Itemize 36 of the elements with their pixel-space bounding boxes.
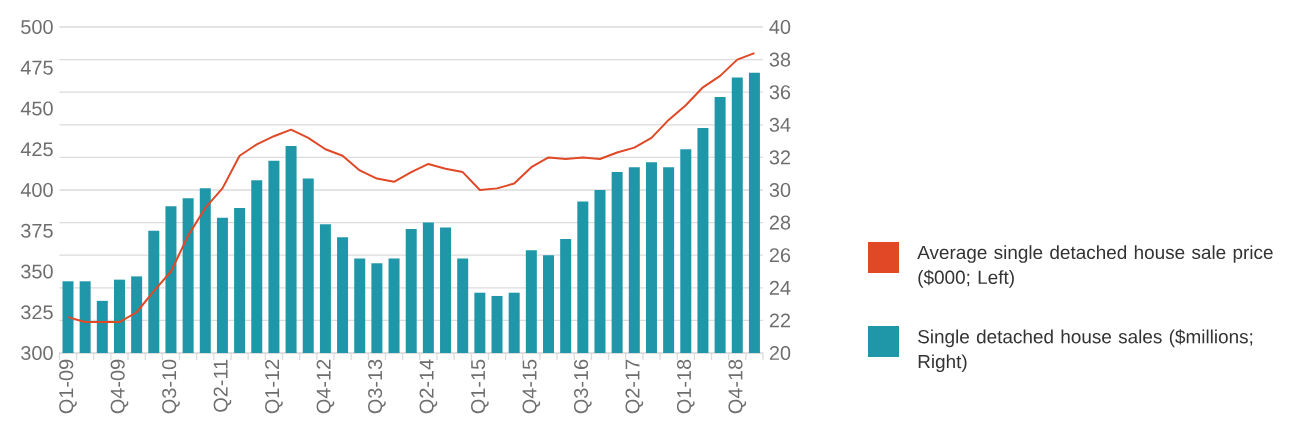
y-tick-label: 350: [21, 264, 53, 279]
y2-tick-label: 26: [769, 248, 791, 263]
y-tick-label: 300: [21, 345, 53, 361]
y2-tick-label: 20: [769, 345, 791, 361]
y-tick-label: 450: [20, 101, 53, 116]
y2-tick-label: 38: [769, 52, 791, 67]
y-tick-label: 425: [20, 142, 53, 157]
x-tick-label: Q1-12: [265, 359, 283, 414]
x-tick-label: Q4-09: [110, 359, 129, 414]
x-tick-label: Q3-10: [162, 359, 180, 414]
y2-tick-label: 22: [769, 313, 791, 328]
y2-tick-label: 34: [769, 117, 791, 132]
y2-tick-label: 36: [769, 85, 791, 100]
y2-tick-label: 40: [769, 19, 791, 35]
x-tick-label: Q3-16: [573, 359, 592, 414]
y2-tick-label: 24: [769, 280, 791, 295]
legend-label: Average single detached house sale price ($000; Left): [917, 245, 1273, 288]
y-tick-label: 475: [20, 60, 53, 75]
x-tick-label: Q3-13: [368, 359, 386, 414]
y2-tick-label: 28: [769, 215, 791, 230]
x-tick-label: Q2-17: [625, 359, 644, 414]
x-tick-label: Q1-09: [59, 359, 77, 414]
x-tick-label: Q1-15: [471, 359, 489, 414]
y2-tick-label: 30: [769, 182, 791, 198]
x-tick-label: Q2-11: [213, 359, 232, 412]
y-tick-label: 500: [21, 19, 53, 35]
y2-tick-label: 32: [769, 150, 791, 165]
x-tick-label: Q4-18: [728, 359, 747, 414]
x-tick-label: Q2-14: [419, 359, 438, 414]
x-tick-label: Q4-15: [522, 359, 541, 414]
x-tick-label: Q1-18: [676, 359, 695, 414]
y-tick-label: 375: [21, 223, 53, 238]
legend-label: Single detached house sales ($millions; Right): [918, 329, 1253, 373]
x-tick-label: Q4-12: [316, 359, 335, 414]
y-tick-label: 400: [20, 182, 53, 198]
y-tick-label: 325: [21, 305, 53, 320]
